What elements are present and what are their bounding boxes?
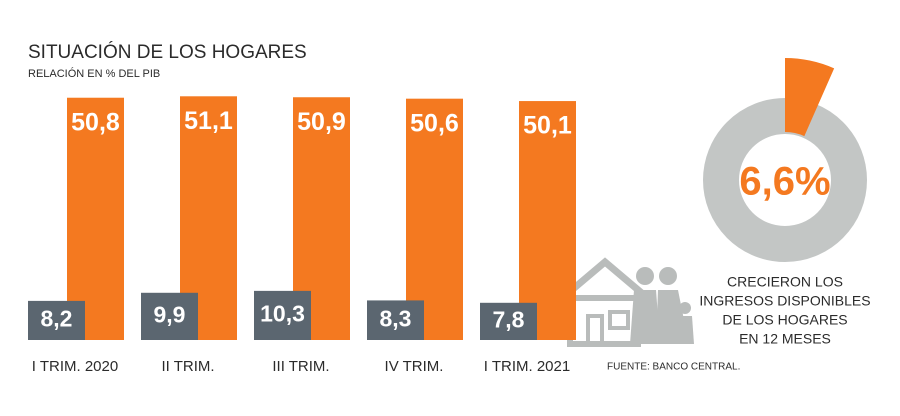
inner-bar <box>141 292 198 340</box>
value-label: 51,1 <box>184 107 233 135</box>
value-label: 50,1 <box>523 112 572 140</box>
caption: DE LOS HOGARES <box>722 312 847 328</box>
x-tick-label: IV TRIM. <box>385 358 444 375</box>
inner-bar <box>367 300 424 340</box>
x-tick-label: III TRIM. <box>272 358 329 375</box>
x-tick-label: II TRIM. <box>161 358 214 375</box>
source: FUENTE: BANCO CENTRAL. <box>607 362 740 373</box>
value-label: 8,3 <box>380 305 412 331</box>
value-label: 9,9 <box>154 301 186 327</box>
donut-slice <box>785 58 835 137</box>
value-label: 50,9 <box>297 108 346 136</box>
value-label: 50,8 <box>71 108 120 136</box>
value-label: 50,6 <box>410 109 459 137</box>
x-tick-label: I TRIM. 2020 <box>32 358 118 375</box>
caption: EN 12 MESES <box>739 331 831 347</box>
value-label: 10,3 <box>260 301 305 327</box>
chart-subtitle: RELACIÓN EN % DEL PIB <box>28 67 160 80</box>
caption: INGRESOS DISPONIBLES <box>699 293 870 309</box>
value-label: 8,2 <box>41 306 73 332</box>
bar <box>519 101 576 340</box>
chart-title: SITUACIÓN DE LOS HOGARES <box>28 41 307 63</box>
bar <box>67 97 124 340</box>
house-icon <box>557 257 694 347</box>
inner-bar <box>28 300 85 340</box>
caption: CRECIERON LOS <box>727 274 843 290</box>
x-tick-label: I TRIM. 2021 <box>484 358 570 375</box>
inner-bar <box>480 302 537 340</box>
donut-value: 6,6% <box>739 160 830 204</box>
bar <box>406 98 463 340</box>
inner-bar <box>254 290 311 340</box>
value-label: 7,8 <box>493 306 525 332</box>
